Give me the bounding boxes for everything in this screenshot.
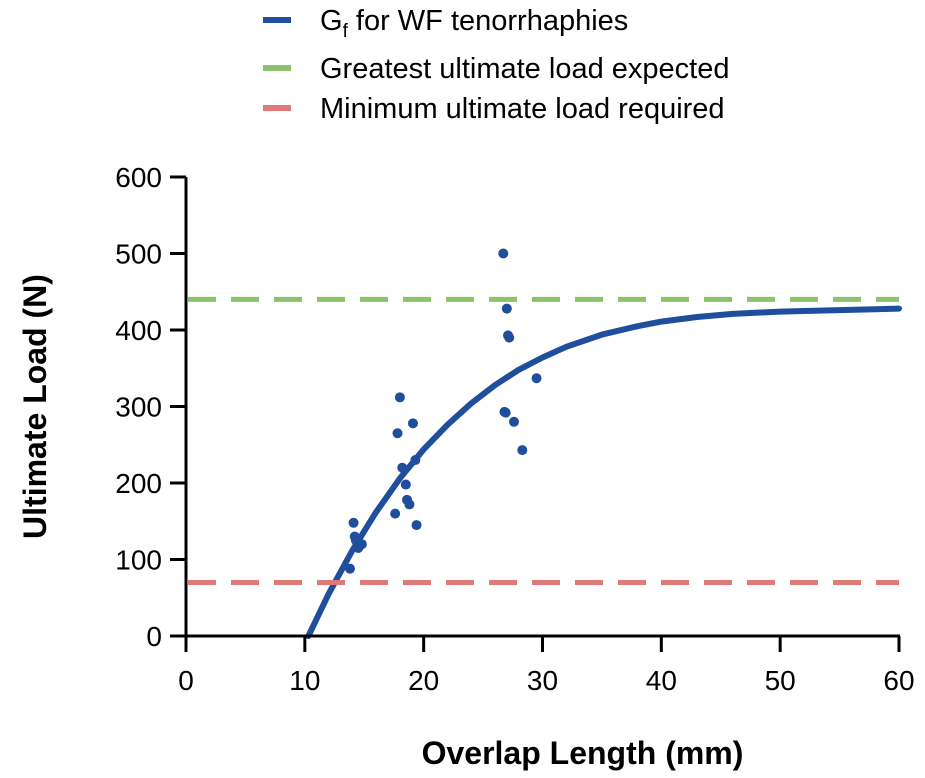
legend: Gf for WF tenorrhaphies Greatest ultimate… <box>263 5 729 125</box>
data-point <box>394 392 405 403</box>
x-tick-label: 10 <box>289 665 320 696</box>
y-tick-label: 300 <box>115 392 162 423</box>
data-point <box>498 248 509 259</box>
series-layer <box>188 248 902 639</box>
legend-label-greatest: Greatest ultimate load expected <box>320 53 729 85</box>
data-point <box>348 517 359 528</box>
data-point <box>397 462 408 473</box>
y-tick-label: 100 <box>115 545 162 576</box>
data-point <box>400 479 411 490</box>
legend-label-fit: Gf for WF tenorrhaphies <box>320 5 628 42</box>
y-tick-label: 200 <box>115 468 162 499</box>
data-point <box>390 508 401 519</box>
x-tick-label: 60 <box>883 665 914 696</box>
y-tick-label: 600 <box>115 162 162 193</box>
data-point <box>349 531 360 542</box>
y-tick-label: 400 <box>115 315 162 346</box>
y-axis-title: Ultimate Load (N) <box>17 274 53 539</box>
y-tick-label: 500 <box>115 239 162 270</box>
data-point <box>504 332 515 343</box>
x-tick-label: 20 <box>408 665 439 696</box>
data-point <box>508 416 519 427</box>
data-point <box>531 373 542 384</box>
data-point <box>407 418 418 429</box>
data-point <box>501 303 512 314</box>
x-axis-title: Overlap Length (mm) <box>422 735 744 771</box>
data-point <box>392 428 403 439</box>
x-tick-label: 40 <box>646 665 677 696</box>
axes: 0 100 200 300 400 500 600 0 10 20 30 40 50 60 <box>115 162 914 696</box>
fit-curve <box>305 305 902 639</box>
data-point <box>410 455 421 466</box>
data-point <box>517 445 528 456</box>
x-tick-label: 0 <box>178 665 194 696</box>
x-tick-label: 50 <box>765 665 796 696</box>
data-point <box>500 407 511 418</box>
x-tick-label: 30 <box>527 665 558 696</box>
data-point <box>356 539 367 550</box>
data-point <box>344 563 355 574</box>
data-point <box>404 499 415 510</box>
data-point <box>411 520 422 531</box>
y-tick-label: 0 <box>146 621 162 652</box>
legend-label-minimum: Minimum ultimate load required <box>320 93 725 125</box>
